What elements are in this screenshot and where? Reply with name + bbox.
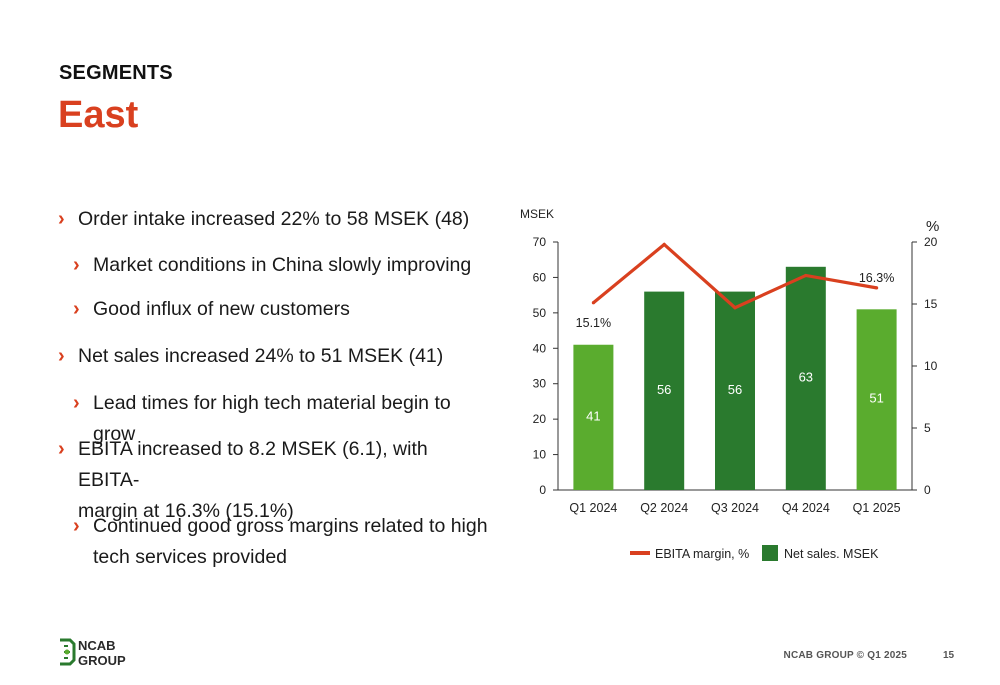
line-value-label: 16.3%	[859, 271, 894, 285]
bar-value-label: 56	[657, 382, 671, 397]
chevron-right-icon: ›	[73, 254, 80, 276]
x-tick-label: Q4 2024	[782, 501, 830, 515]
bar	[856, 309, 897, 490]
x-tick-label: Q1 2024	[569, 501, 617, 515]
x-tick-label: Q2 2024	[640, 501, 688, 515]
footer-copyright: NCAB GROUP © Q1 2025	[783, 650, 907, 661]
bullet-item: › Order intake increased 22% to 58 MSEK …	[58, 204, 469, 235]
bullet-text: Good influx of new customers	[93, 298, 350, 320]
line-point	[662, 242, 666, 247]
y-tick-label: 10	[533, 448, 547, 462]
circuit-logo-icon: NCAB GROUP	[60, 638, 126, 668]
y2-tick-label: 15	[924, 297, 938, 311]
bar-value-label: 41	[586, 408, 600, 423]
y-tick-label: 0	[539, 483, 546, 497]
line-point	[591, 301, 595, 305]
bar	[715, 291, 755, 490]
sub-bullet-item: › Lead times for high tech material begi…	[73, 388, 488, 450]
y-tick-label: 60	[533, 270, 547, 284]
chevron-right-icon: ›	[58, 438, 65, 460]
legend-label: EBITA margin, %	[655, 547, 749, 561]
y-axis-label: MSEK	[520, 207, 554, 221]
chart-svg: 0 10 20 30 40 50 60 70 0 5 10 15 20 MSEK% 41 56 56 63 51 Q1…	[520, 207, 939, 561]
sub-bullet-item: › Good influx of new customers	[73, 294, 350, 325]
bullet-text: Net sales increased 24% to 51 MSEK (41)	[78, 345, 444, 367]
net-sales-ebita-chart: 0 10 20 30 40 50 60 70 0 5 10 15 20 MSEK% 41 56 56 63 51 Q1…	[500, 200, 980, 580]
y-tick-label: 30	[533, 377, 547, 391]
x-tick-label: Q3 2024	[711, 501, 759, 515]
y2-tick-label: 0	[924, 483, 931, 497]
chevron-right-icon: ›	[73, 515, 80, 537]
chevron-right-icon: ›	[58, 345, 65, 367]
line-value-label: 15.1%	[576, 316, 611, 330]
y-tick-label: 20	[533, 412, 547, 426]
bar-value-label: 63	[799, 369, 813, 384]
y2-axis-label: %	[926, 218, 939, 235]
bar	[573, 344, 614, 490]
bullet-text: Market conditions in China slowly improv…	[93, 254, 472, 276]
bullet-line: EBITA increased to 8.2 MSEK (6.1), with …	[78, 438, 428, 491]
x-tick-label: Q1 2025	[853, 501, 901, 515]
bullet-line: Continued good gross margins related to …	[93, 515, 488, 537]
y2-tick-label: 5	[924, 421, 931, 435]
bullet-text: Order intake increased 22% to 58 MSEK (4…	[78, 208, 470, 230]
sub-bullet-item: › Market conditions in China slowly impr…	[73, 250, 471, 281]
line-point	[875, 286, 879, 290]
bar-value-label: 56	[728, 382, 742, 397]
page-number: 15	[943, 650, 955, 661]
bar	[644, 291, 685, 490]
bar	[785, 266, 826, 490]
logo-text-line: NCAB	[78, 638, 116, 653]
bullet-text: EBITA increased to 8.2 MSEK (6.1), with …	[78, 434, 488, 527]
bullet-item: › EBITA increased to 8.2 MSEK (6.1), wit…	[58, 434, 488, 527]
line-point	[733, 306, 737, 310]
sub-bullet-item: › Continued good gross margins related t…	[73, 511, 488, 573]
y2-tick-label: 20	[924, 235, 938, 249]
chevron-right-icon: ›	[73, 392, 80, 414]
bullet-line: margin at 16.3% (15.1%)	[78, 500, 294, 522]
page-title: East	[58, 94, 139, 136]
chevron-right-icon: ›	[58, 208, 65, 230]
bullet-line: tech services provided	[93, 546, 288, 568]
y-tick-label: 70	[533, 235, 547, 249]
legend-label: Net sales. MSEK	[784, 547, 879, 561]
line-point	[804, 273, 808, 278]
y-tick-label: 40	[533, 341, 547, 355]
legend-bar-swatch	[762, 545, 778, 561]
bullet-text: Lead times for high tech material begin …	[93, 392, 451, 445]
section-kicker: SEGMENTS	[59, 62, 173, 84]
logo-text-line: GROUP	[78, 653, 126, 668]
bullet-text: Continued good gross margins related to …	[93, 511, 488, 573]
company-logo: NCAB GROUP	[58, 634, 138, 670]
y-tick-label: 50	[533, 306, 547, 320]
chevron-right-icon: ›	[73, 298, 80, 320]
bar-value-label: 51	[869, 391, 883, 406]
y2-tick-label: 10	[924, 359, 938, 373]
bullet-item: › Net sales increased 24% to 51 MSEK (41…	[58, 341, 443, 372]
